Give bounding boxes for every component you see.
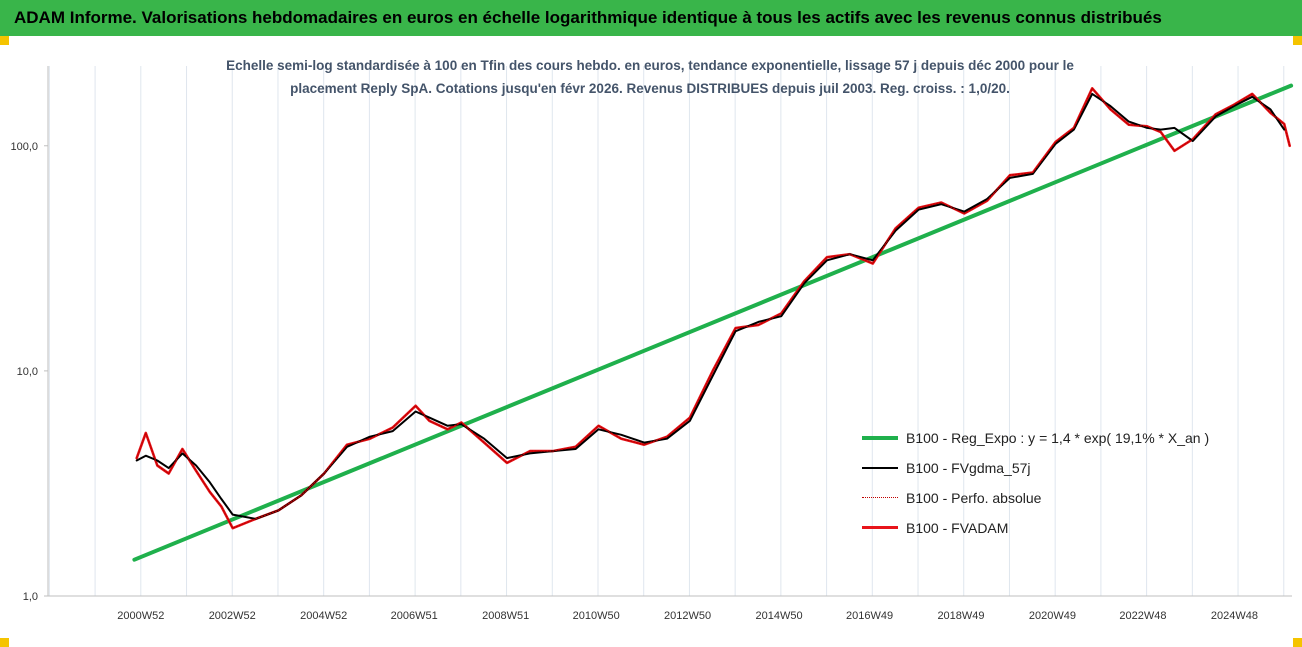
legend-label-reg-expo: B100 - Reg_Expo : y = 1,4 * exp( 19,1% *… bbox=[906, 430, 1210, 446]
legend-item-reg-expo: B100 - Reg_Expo : y = 1,4 * exp( 19,1% *… bbox=[862, 426, 1282, 456]
legend-swatch-perfo bbox=[862, 497, 898, 498]
x-tick-label-12: 2024W48 bbox=[1211, 610, 1258, 622]
legend-item-fvadam: B100 - FVADAM bbox=[862, 516, 1282, 546]
axes bbox=[44, 66, 1292, 597]
legend-swatch-fvgdma bbox=[862, 467, 898, 469]
corner-marker-bottom-left bbox=[0, 638, 9, 647]
legend-swatch-fvadam bbox=[862, 526, 898, 529]
x-tick-label-4: 2008W51 bbox=[482, 610, 529, 622]
x-tick-label-1: 2002W52 bbox=[209, 610, 256, 622]
x-tick-labels: 2000W52 2002W52 2004W52 2006W51 2008W51 2010W… bbox=[117, 610, 1258, 622]
x-tick-label-0: 2000W52 bbox=[117, 610, 164, 622]
series-line-0 bbox=[132, 83, 1294, 562]
subtitle-line-1: Echelle semi-log standardisée à 100 en T… bbox=[226, 58, 1074, 73]
chart-legend: B100 - Reg_Expo : y = 1,4 * exp( 19,1% *… bbox=[862, 426, 1282, 546]
x-tick-label-8: 2016W49 bbox=[846, 610, 893, 622]
legend-label-perfo: B100 - Perfo. absolue bbox=[906, 490, 1042, 506]
grid-lines bbox=[48, 66, 1285, 596]
x-tick-label-6: 2012W50 bbox=[664, 610, 711, 622]
chart-plot: 1,0 10,0 100,0 2000W52 2002W52 2004W52 2006W5… bbox=[10, 66, 1294, 622]
legend-swatch-reg-expo bbox=[862, 436, 898, 440]
subtitle-line-2: placement Reply SpA. Cotations jusqu'en … bbox=[290, 81, 1010, 96]
x-tick-label-7: 2014W50 bbox=[755, 610, 802, 622]
x-tick-label-9: 2018W49 bbox=[937, 610, 984, 622]
corner-marker-top-left bbox=[0, 36, 9, 45]
corner-marker-top-right bbox=[1293, 36, 1302, 45]
legend-label-fvadam: B100 - FVADAM bbox=[906, 520, 1009, 536]
series-line-2 bbox=[136, 87, 1291, 529]
y-tick-label-0: 1,0 bbox=[23, 591, 38, 603]
y-tick-label-2: 100,0 bbox=[10, 141, 38, 153]
chart-subtitle: Echelle semi-log standardisée à 100 en T… bbox=[150, 54, 1150, 100]
series-lines bbox=[132, 83, 1294, 562]
chart-area: 1,0 10,0 100,0 2000W52 2002W52 2004W52 2006W5… bbox=[0, 36, 1302, 647]
legend-item-perfo: B100 - Perfo. absolue bbox=[862, 486, 1282, 516]
corner-marker-bottom-right bbox=[1293, 638, 1302, 647]
y-tick-label-1: 10,0 bbox=[17, 366, 38, 378]
chart-header-title: ADAM Informe. Valorisations hebdomadaire… bbox=[0, 0, 1302, 36]
x-tick-label-5: 2010W50 bbox=[573, 610, 620, 622]
x-tick-label-10: 2020W49 bbox=[1029, 610, 1076, 622]
x-tick-label-3: 2006W51 bbox=[391, 610, 438, 622]
x-tick-label-2: 2004W52 bbox=[300, 610, 347, 622]
x-tick-label-11: 2022W48 bbox=[1119, 610, 1166, 622]
y-tick-labels: 1,0 10,0 100,0 bbox=[10, 141, 38, 603]
legend-label-fvgdma: B100 - FVgdma_57j bbox=[906, 460, 1031, 476]
legend-item-fvgdma: B100 - FVgdma_57j bbox=[862, 456, 1282, 486]
